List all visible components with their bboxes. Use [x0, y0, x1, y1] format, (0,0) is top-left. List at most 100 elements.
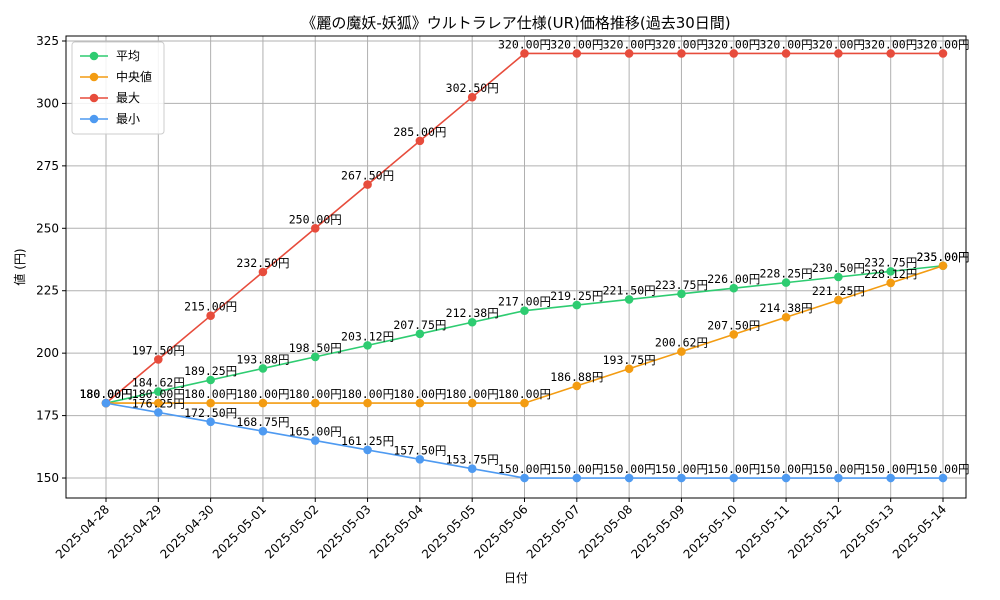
data-point	[572, 473, 582, 483]
data-label: 232.50円	[236, 256, 289, 270]
data-label: 180.00円	[498, 387, 551, 401]
data-point	[624, 49, 634, 58]
data-label: 230.50円	[812, 261, 865, 275]
data-point	[258, 364, 268, 373]
data-point	[154, 398, 163, 408]
data-label: 228.12円	[864, 267, 917, 281]
data-point	[206, 375, 215, 385]
data-label: 221.25円	[812, 284, 865, 298]
data-point	[729, 49, 739, 58]
data-point	[938, 49, 948, 58]
data-label: 320.00円	[812, 37, 865, 51]
data-point	[101, 398, 111, 408]
data-point	[781, 312, 791, 322]
data-point	[624, 473, 634, 483]
data-point	[415, 454, 425, 464]
data-label: 267.50円	[341, 169, 394, 183]
data-point	[886, 267, 895, 276]
data-label: 180.00円	[341, 387, 394, 401]
data-point	[834, 272, 843, 282]
data-point	[363, 341, 372, 350]
data-point	[206, 398, 215, 408]
data-point	[154, 355, 163, 364]
data-point	[624, 364, 634, 374]
data-label: 180.00円	[79, 387, 132, 401]
data-point	[572, 381, 582, 391]
data-label: 207.50円	[707, 318, 760, 332]
data-label: 180.00円	[184, 387, 237, 401]
data-label: 165.00円	[289, 425, 342, 439]
y-tick-label: 275	[36, 159, 59, 173]
data-label: 193.88円	[236, 352, 289, 366]
legend-entry-label: 中央値	[116, 69, 152, 84]
data-label: 150.00円	[812, 462, 865, 476]
data-label: 150.00円	[550, 462, 603, 476]
data-label: 150.00円	[498, 462, 551, 476]
data-label: 180.00円	[289, 387, 342, 401]
data-point	[467, 398, 477, 408]
data-point	[258, 426, 268, 436]
data-label: 150.00円	[916, 462, 969, 476]
data-point	[467, 317, 477, 327]
data-point	[415, 329, 425, 339]
data-label: 285.00円	[393, 125, 446, 139]
data-label: 172.50円	[184, 406, 237, 420]
data-point	[781, 278, 791, 287]
y-tick-label: 200	[36, 346, 59, 360]
data-label: 198.50円	[289, 341, 342, 355]
data-labels: 180.00円184.62円189.25円193.88円198.50円203.1…	[79, 37, 969, 476]
data-label: 320.00円	[760, 37, 813, 51]
y-tick-label: 225	[36, 284, 59, 298]
data-point	[310, 223, 320, 233]
data-point	[886, 278, 895, 288]
plot-area-frame	[65, 35, 967, 499]
data-point	[729, 330, 739, 339]
data-point	[310, 398, 320, 408]
data-label: 150.00円	[655, 462, 708, 476]
data-label: 226.00円	[707, 272, 760, 286]
data-label: 180.00円	[79, 387, 132, 401]
data-label: 320.00円	[916, 37, 969, 51]
data-label: 214.38円	[760, 301, 813, 315]
data-label: 212.38円	[446, 306, 499, 320]
data-point	[206, 417, 215, 427]
data-label: 157.50円	[393, 443, 446, 457]
data-point	[677, 289, 686, 299]
data-label: 232.75円	[864, 255, 917, 269]
legend-entry-label: 平均	[116, 49, 140, 63]
data-point	[520, 49, 529, 58]
data-point	[729, 283, 739, 293]
legend-swatch-marker	[89, 93, 99, 103]
data-label: 235.00円	[916, 250, 969, 264]
data-point	[572, 49, 582, 58]
data-point	[310, 436, 320, 445]
data-label: 168.75円	[236, 415, 289, 429]
y-tick-label: 300	[36, 96, 59, 110]
data-label: 302.50円	[446, 81, 499, 95]
data-label: 180.00円	[132, 387, 185, 401]
data-label: 320.00円	[655, 37, 708, 51]
data-point	[834, 49, 843, 58]
data-label: 184.62円	[132, 376, 185, 390]
data-point	[834, 473, 843, 483]
data-label: 180.00円	[236, 387, 289, 401]
data-label: 219.25円	[550, 289, 603, 303]
data-label: 223.75円	[655, 278, 708, 292]
x-axis-title: 日付	[504, 571, 528, 585]
data-label: 221.50円	[603, 283, 656, 297]
data-label: 215.00円	[184, 300, 237, 314]
data-point	[206, 311, 215, 320]
y-tick-label: 250	[36, 221, 59, 235]
data-label: 250.00円	[289, 212, 342, 226]
y-axis-title: 値 (円)	[12, 248, 27, 285]
data-label: 150.00円	[603, 462, 656, 476]
data-point	[258, 398, 268, 408]
data-point	[363, 445, 372, 455]
data-label: 320.00円	[864, 37, 917, 51]
data-point	[938, 473, 948, 483]
data-point	[520, 398, 529, 408]
